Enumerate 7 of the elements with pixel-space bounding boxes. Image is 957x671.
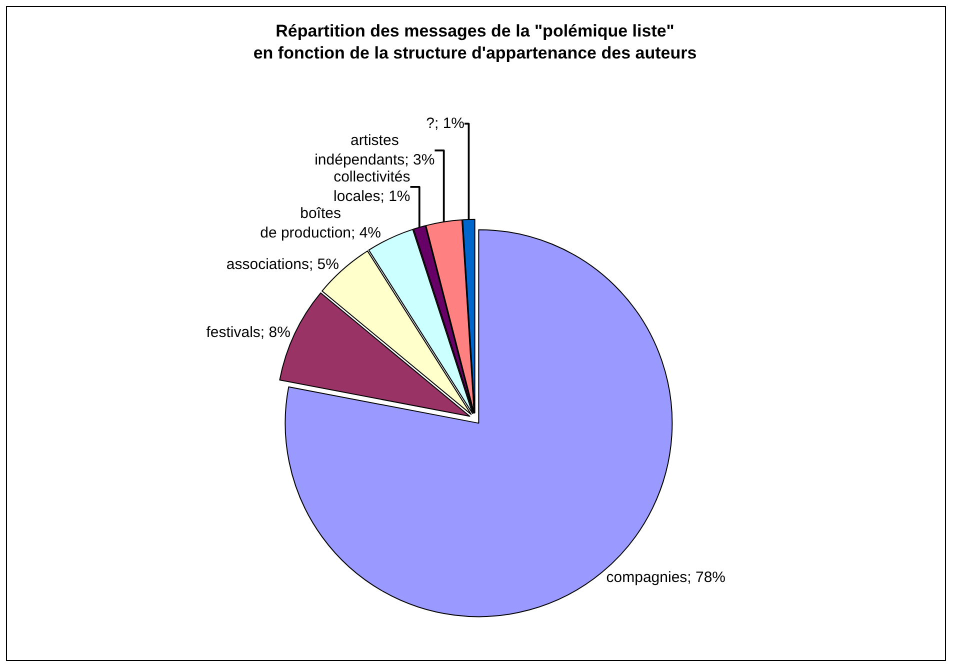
slice-label: boîtes de production; 4% <box>260 205 382 242</box>
slice-label: festivals; 8% <box>206 324 290 341</box>
slice-label: ?; 1% <box>426 115 464 132</box>
slice-label: compagnies; 78% <box>606 568 726 586</box>
slice-label: associations; 5% <box>226 256 339 273</box>
slice-label: collectivités locales; 1% <box>334 168 410 206</box>
chart-title: Répartition des messages de la "polémique liste" en fonction de la structure d'appartenance des auteurs <box>253 21 697 62</box>
